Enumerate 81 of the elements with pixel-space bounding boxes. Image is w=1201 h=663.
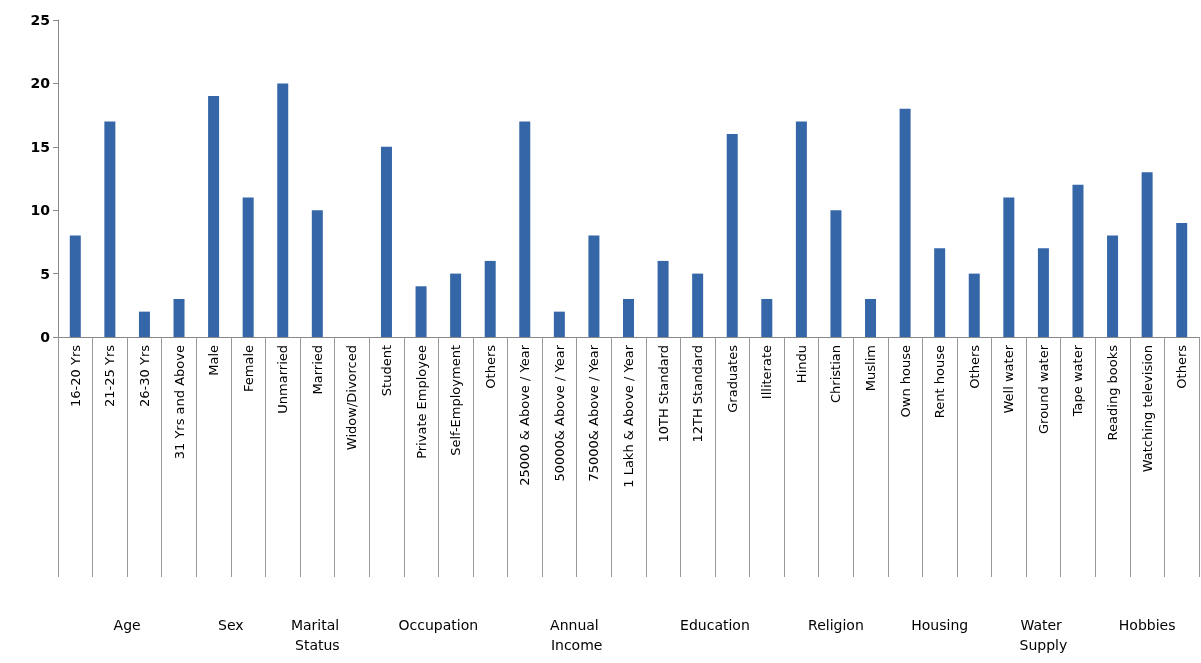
bar	[380, 146, 392, 337]
bar	[865, 298, 877, 337]
text: Age	[113, 617, 141, 633]
bar	[934, 248, 946, 337]
bar	[311, 210, 323, 337]
x-tick-label: 26-30 Yrs	[136, 344, 152, 407]
x-tick-label: Graduates	[724, 344, 740, 413]
text: Sex	[218, 617, 244, 633]
bar	[968, 273, 980, 337]
bar	[1107, 235, 1119, 337]
x-tick-label: 21-25 Yrs	[102, 344, 118, 407]
x-tick-label: Married	[309, 345, 325, 395]
bar	[830, 210, 842, 337]
x-tick-label: Own house	[897, 345, 913, 418]
x-tick-label: Female	[240, 345, 256, 393]
y-tick-label: 0	[40, 329, 51, 345]
x-tick-label: Self-Employment	[448, 345, 464, 456]
bar	[1141, 172, 1153, 337]
x-tick-label: Widow/Divorced	[344, 345, 360, 451]
bar	[623, 298, 634, 337]
bar	[242, 197, 254, 337]
x-tick-label: Others	[482, 344, 498, 389]
text: Housing	[911, 617, 969, 633]
bar	[104, 121, 116, 337]
y-tick-label: 20	[30, 75, 51, 92]
x-tick-label: Ground water	[1035, 344, 1051, 434]
y-tick-label: 25	[30, 12, 50, 28]
y-tick-label: 10	[30, 202, 51, 219]
x-tick-label: Student	[378, 345, 394, 397]
x-tick-label: 1 Lakh & Above / Year	[621, 344, 636, 488]
bar	[1176, 222, 1188, 337]
x-tick-label: Others	[1174, 344, 1190, 389]
x-tick-label: Watching television	[1139, 345, 1155, 473]
x-tick-label: 75000& Above / Year	[586, 344, 602, 482]
x-tick-label: Unmarried	[275, 345, 291, 414]
bar	[138, 311, 150, 337]
bar	[484, 260, 496, 337]
bar	[277, 83, 289, 337]
x-tick-label: 31 Yrs and Above	[171, 345, 187, 460]
bar	[519, 121, 531, 337]
bar	[450, 273, 462, 337]
text: Water Supply	[1019, 617, 1068, 653]
y-tick-label: 15	[30, 138, 50, 155]
x-tick-label: Muslim	[863, 345, 879, 392]
text: Annual Income	[550, 617, 604, 653]
bar	[1072, 184, 1084, 337]
x-tick-label: Tape water	[1070, 344, 1086, 418]
text: Marital Status	[290, 617, 344, 653]
x-tick-label: Hindu	[793, 345, 809, 384]
bar	[173, 298, 185, 337]
x-tick-label: Private Employee	[413, 345, 429, 459]
bar	[795, 121, 807, 337]
text: Religion	[808, 617, 864, 633]
x-tick-label: Male	[206, 345, 222, 376]
bar	[553, 311, 565, 337]
bar	[1037, 248, 1049, 337]
text: Hobbies	[1118, 617, 1176, 633]
bar	[726, 134, 738, 337]
bar	[415, 286, 427, 337]
bar	[899, 108, 911, 337]
bar	[208, 96, 220, 337]
x-tick-label: Well water	[1001, 344, 1017, 414]
bar	[761, 298, 773, 337]
text: Education	[680, 617, 750, 633]
x-tick-label: 50000& Above / Year	[551, 344, 567, 482]
bar	[1003, 197, 1015, 337]
x-tick-label: Rent house	[932, 345, 948, 419]
bar	[69, 235, 81, 337]
x-tick-label: Illiterate	[759, 345, 775, 400]
y-tick-label: 5	[40, 265, 50, 282]
bar	[657, 260, 669, 337]
x-tick-label: Reading books	[1105, 344, 1121, 441]
x-tick-label: 10TH Standard	[655, 345, 671, 443]
x-tick-label: Others	[966, 344, 982, 389]
x-tick-label: 12TH Standard	[690, 345, 706, 443]
x-tick-label: Christian	[828, 345, 844, 403]
x-tick-label: 25000 & Above / Year	[517, 344, 533, 486]
bar	[692, 273, 704, 337]
x-tick-label: 16-20 Yrs	[67, 344, 83, 407]
bar	[588, 235, 600, 337]
text: Occupation	[398, 617, 479, 633]
